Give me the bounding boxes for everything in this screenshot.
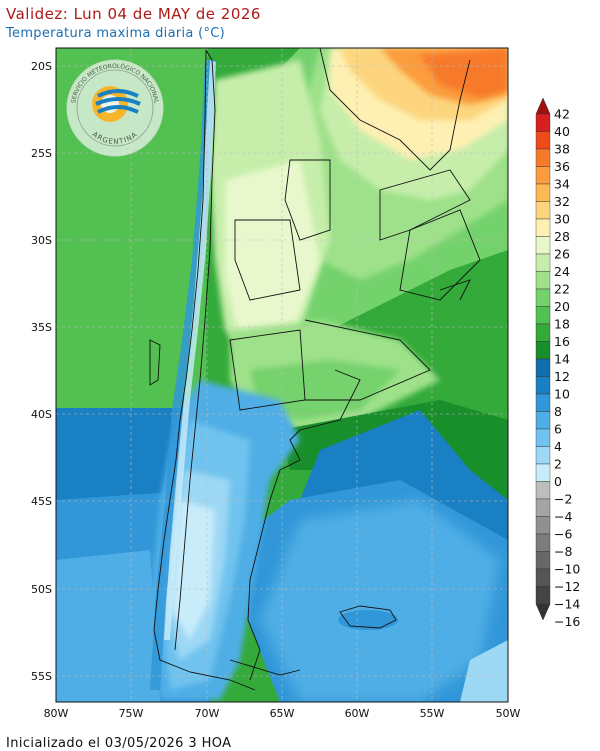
map-title: Validez: Lun 04 de MAY de 2026	[6, 5, 261, 23]
initialization-text: Inicializado el 03/05/2026 3 HOA	[6, 736, 232, 751]
colorbar-label: 22	[554, 282, 570, 297]
colorbar-swatch	[535, 586, 551, 605]
lat-label: 30S	[31, 234, 52, 247]
colorbar-label: −16	[554, 614, 580, 629]
map-subtitle: Temperatura maxima diaria (°C)	[6, 26, 226, 41]
colorbar-swatch	[535, 446, 551, 465]
colorbar-label: 0	[554, 474, 562, 489]
colorbar-min-arrow	[535, 603, 551, 621]
colorbar-swatch	[535, 166, 551, 185]
graticule	[56, 48, 508, 702]
colorbar-label: 42	[554, 107, 570, 122]
colorbar-swatch	[535, 376, 551, 395]
colorbar-swatch	[535, 498, 551, 517]
colorbar-swatch	[535, 463, 551, 482]
lat-label: 45S	[31, 495, 52, 508]
smn-logo-icon: SERVICIO METEOROLÓGICO NACIONAL ARGENTIN…	[66, 59, 164, 157]
colorbar-label: −12	[554, 579, 580, 594]
colorbar-label: 36	[554, 159, 570, 174]
colorbar-label: 24	[554, 264, 570, 279]
lat-label: 20S	[31, 60, 52, 73]
colorbar-swatch	[535, 288, 551, 307]
colorbar-label: 40	[554, 124, 570, 139]
colorbar-swatch	[535, 341, 551, 360]
colorbar-swatch	[535, 393, 551, 412]
forecast-map: SERVICIO METEOROLÓGICO NACIONAL ARGENTIN…	[31, 47, 580, 720]
latitude-labels: 20S 25S 30S 35S 40S 45S 50S 55S	[31, 60, 52, 683]
coastline	[149, 48, 481, 691]
colorbar-label: −10	[554, 562, 580, 577]
colorbar-swatch	[535, 183, 551, 202]
colorbar-swatch	[535, 271, 551, 290]
colorbar-swatch	[535, 411, 551, 430]
colorbar-swatch	[535, 253, 551, 272]
colorbar-label: 30	[554, 212, 570, 227]
lat-label: 50S	[31, 583, 52, 596]
lon-label: 75W	[119, 707, 144, 720]
longitude-labels: 80W 75W 70W 65W 60W 55W 50W	[44, 707, 521, 720]
colorbar-legend: 424038363432302826242220181614121086420−…	[535, 97, 580, 629]
colorbar-label: 38	[554, 142, 570, 157]
lat-label: 55S	[31, 670, 52, 683]
lon-label: 60W	[345, 707, 370, 720]
colorbar-label: 6	[554, 422, 562, 437]
lon-label: 80W	[44, 707, 69, 720]
colorbar-swatch	[535, 481, 551, 500]
colorbar-swatch	[535, 358, 551, 377]
colorbar-swatch	[535, 218, 551, 237]
lon-label: 50W	[496, 707, 521, 720]
colorbar-label: −2	[554, 492, 572, 507]
colorbar-swatch	[535, 201, 551, 220]
colorbar-label: 16	[554, 334, 570, 349]
lat-label: 40S	[31, 408, 52, 421]
colorbar-label: 32	[554, 194, 570, 209]
colorbar-swatch	[535, 533, 551, 552]
colorbar-swatch	[535, 148, 551, 167]
colorbar-label: −6	[554, 527, 572, 542]
lon-label: 65W	[270, 707, 295, 720]
colorbar-label: 18	[554, 317, 570, 332]
colorbar-swatch	[535, 131, 551, 150]
colorbar-label: 14	[554, 352, 570, 367]
colorbar-label: 12	[554, 369, 570, 384]
colorbar-swatch	[535, 568, 551, 587]
colorbar-swatch	[535, 551, 551, 570]
colorbar-swatch	[535, 323, 551, 342]
colorbar-max-arrow	[535, 97, 551, 115]
colorbar-label: 8	[554, 404, 562, 419]
colorbar-label: 26	[554, 247, 570, 262]
colorbar-label: 28	[554, 229, 570, 244]
lon-label: 70W	[195, 707, 220, 720]
colorbar-swatch	[535, 306, 551, 325]
colorbar-swatch	[535, 428, 551, 447]
colorbar-swatch	[535, 516, 551, 535]
colorbar-label: −4	[554, 509, 572, 524]
colorbar-label: 4	[554, 439, 562, 454]
colorbar-label: 10	[554, 387, 570, 402]
colorbar-swatch	[535, 113, 551, 132]
colorbar-swatch	[535, 236, 551, 255]
lat-label: 35S	[31, 321, 52, 334]
colorbar-label: −14	[554, 597, 580, 612]
lon-label: 55W	[420, 707, 445, 720]
lat-label: 25S	[31, 147, 52, 160]
colorbar-label: −8	[554, 544, 572, 559]
map-frame	[55, 47, 509, 703]
colorbar-label: 20	[554, 299, 570, 314]
colorbar-label: 2	[554, 457, 562, 472]
colorbar-label: 34	[554, 177, 570, 192]
